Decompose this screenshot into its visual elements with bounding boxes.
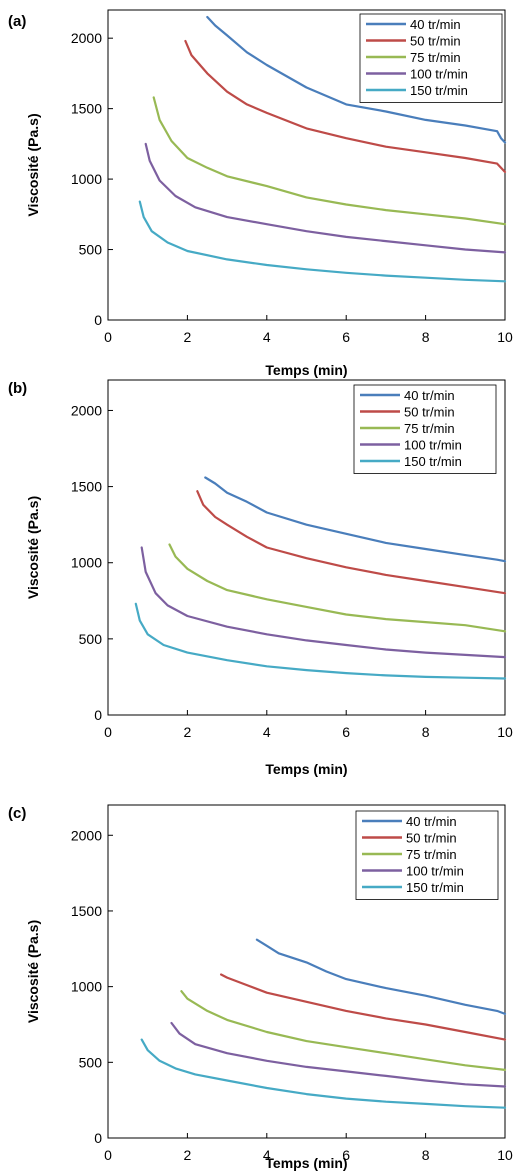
series-line-100-tr-min <box>170 1021 507 1088</box>
y-tick-label: 0 <box>94 312 102 328</box>
series-line-150-tr-min <box>134 602 507 680</box>
y-tick-label: 1000 <box>71 979 102 995</box>
x-axis-title: Temps (min) <box>265 761 347 777</box>
series-line-75-tr-min <box>152 96 507 226</box>
series-line-75-tr-min <box>168 543 507 633</box>
y-axis-title: Viscosité (Pa.s) <box>25 920 41 1023</box>
x-axis-title: Temps (min) <box>265 362 347 378</box>
legend-label: 100 tr/min <box>406 864 464 879</box>
panel-label: (a) <box>8 13 26 30</box>
legend-label: 40 tr/min <box>404 388 455 403</box>
series-line-150-tr-min <box>140 1038 507 1109</box>
y-axis-title: Viscosité (Pa.s) <box>25 113 41 216</box>
legend-label: 75 tr/min <box>410 50 461 65</box>
chart-panel-3: (c) 0 500 1000 1500 2000 0 2 4 6 8 10 Temps (min) Vis… <box>8 804 513 1171</box>
series-line-40-tr-min <box>204 476 507 563</box>
y-axis-title: Viscosité (Pa.s) <box>25 496 41 599</box>
legend-label: 150 tr/min <box>406 880 464 895</box>
x-tick-label: 0 <box>104 1147 112 1163</box>
x-tick-label: 2 <box>184 329 192 345</box>
series-line-100-tr-min <box>144 142 507 254</box>
x-tick-label: 10 <box>497 724 513 740</box>
y-tick-label: 0 <box>94 707 102 723</box>
legend-label: 150 tr/min <box>410 83 468 98</box>
legend-label: 50 tr/min <box>406 831 457 846</box>
y-tick-label: 2000 <box>71 30 102 46</box>
series-line-75-tr-min <box>180 990 507 1072</box>
x-axis-title: Temps (min) <box>265 1155 347 1171</box>
panel-label: (c) <box>8 805 26 822</box>
legend-label: 100 tr/min <box>410 67 468 82</box>
legend-label: 50 tr/min <box>404 405 455 420</box>
y-tick-label: 500 <box>79 631 103 647</box>
series-line-100-tr-min <box>140 546 507 659</box>
x-tick-label: 6 <box>342 1147 350 1163</box>
panel-label: (b) <box>8 380 27 397</box>
x-tick-label: 6 <box>342 724 350 740</box>
legend-label: 40 tr/min <box>410 17 461 32</box>
legend-label: 150 tr/min <box>404 454 462 469</box>
x-tick-label: 4 <box>263 329 271 345</box>
x-tick-label: 4 <box>263 724 271 740</box>
plot-area-frame <box>107 9 506 321</box>
y-tick-label: 2000 <box>71 827 102 843</box>
x-tick-label: 4 <box>263 1147 271 1163</box>
series-line-50-tr-min <box>184 39 507 174</box>
series-line-50-tr-min <box>196 490 507 595</box>
series-line-40-tr-min <box>206 15 507 144</box>
legend-label: 75 tr/min <box>406 847 457 862</box>
x-tick-label: 2 <box>184 724 192 740</box>
y-tick-label: 1000 <box>71 171 102 187</box>
legend-label: 50 tr/min <box>410 34 461 49</box>
x-tick-label: 2 <box>184 1147 192 1163</box>
y-tick-label: 2000 <box>71 402 102 418</box>
y-tick-label: 1000 <box>71 555 102 571</box>
legend-label: 40 tr/min <box>406 814 457 829</box>
x-tick-label: 0 <box>104 724 112 740</box>
x-tick-label: 8 <box>422 329 430 345</box>
chart-panel-1: (a) 0 500 1000 1500 2000 0 2 4 6 8 10 Temps (min) Vis… <box>8 9 513 378</box>
legend-label: 100 tr/min <box>404 438 462 453</box>
y-tick-label: 500 <box>79 1054 103 1070</box>
x-tick-label: 0 <box>104 329 112 345</box>
x-tick-label: 10 <box>497 1147 513 1163</box>
y-tick-label: 1500 <box>71 479 102 495</box>
legend-label: 75 tr/min <box>404 421 455 436</box>
x-tick-label: 6 <box>342 329 350 345</box>
x-tick-label: 10 <box>497 329 513 345</box>
x-tick-label: 8 <box>422 724 430 740</box>
x-tick-label: 8 <box>422 1147 430 1163</box>
y-tick-label: 1500 <box>71 903 102 919</box>
chart-panel-2: (b) 0 500 1000 1500 2000 0 2 4 6 8 10 Temps (min) Vis… <box>8 379 513 777</box>
y-tick-label: 500 <box>79 242 103 258</box>
y-tick-label: 1500 <box>71 101 102 117</box>
series-line-150-tr-min <box>138 200 507 283</box>
plot-area-frame <box>107 379 506 716</box>
series-line-40-tr-min <box>255 938 507 1016</box>
plot-area-frame <box>107 804 506 1139</box>
series-line-50-tr-min <box>220 973 507 1041</box>
y-tick-label: 0 <box>94 1130 102 1146</box>
